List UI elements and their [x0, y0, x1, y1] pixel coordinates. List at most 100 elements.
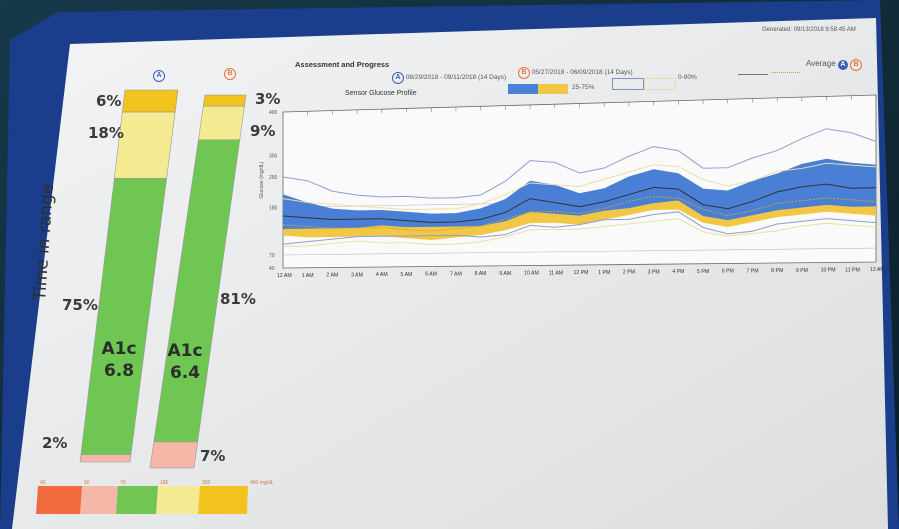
bar-a-segment-low — [79, 454, 132, 463]
x-tick-14: 2 PM — [623, 270, 635, 276]
legend-swatch-iqr-a — [508, 84, 538, 94]
scale-band-1 — [80, 486, 118, 514]
bar-a-segment-very-high — [121, 89, 179, 113]
x-tick-24: 12 AM — [870, 267, 885, 273]
bar-b-segment-low — [149, 441, 198, 469]
bar-a-in-range-pct: 75% — [62, 296, 98, 314]
bar-b-segment-high — [198, 105, 245, 141]
legend-swatch-range-b — [644, 78, 676, 90]
y-tick-250: 250 — [269, 175, 278, 181]
x-tick-17: 5 PM — [697, 269, 709, 275]
bar-b-header: B — [224, 62, 236, 80]
y-tick-70: 70 — [269, 253, 275, 259]
bar-b-a1c-value: 6.4 — [169, 363, 201, 383]
bar-b-segment-very-high — [203, 94, 247, 107]
y-tick-180: 180 — [269, 205, 278, 211]
series-a-iqr-band — [283, 158, 876, 229]
avg-a-badge: A — [837, 60, 848, 70]
x-tick-22: 10 PM — [821, 268, 836, 274]
bar-a-segment-high — [113, 111, 176, 179]
bar-a-a1c-value: 6.8 — [103, 361, 135, 381]
generated-timestamp: Generated: 09/13/2018 9:58:45 AM — [762, 27, 856, 33]
legend-swatch-iqr-b — [538, 84, 568, 94]
x-tick-23: 11 PM — [845, 267, 860, 273]
series-b-p10-line — [282, 218, 877, 247]
profile-title: Sensor Glucose Profile — [345, 90, 417, 97]
glucose-range-scale: 40 50 70 180 250 400 mg/dL — [36, 480, 274, 514]
x-tick-13: 1 PM — [598, 270, 610, 276]
y-tick-400: 400 — [269, 110, 278, 116]
series-b-median-line — [282, 195, 877, 232]
x-tick-18: 6 PM — [722, 269, 734, 275]
bar-a-header: A — [153, 64, 165, 82]
x-tick-21: 9 PM — [796, 268, 808, 274]
period-a-badge: A — [392, 72, 404, 84]
x-tick-10: 10 AM — [524, 271, 539, 277]
scale-label-0: 40 — [40, 480, 46, 486]
x-tick-15: 3 PM — [648, 269, 660, 275]
report-title: Assessment and Progress — [295, 60, 390, 69]
x-tick-19: 7 PM — [746, 268, 758, 274]
scale-band-3 — [156, 486, 200, 514]
period-a-dates: 08/29/2018 - 09/11/2018 (14 Days) — [405, 74, 507, 81]
x-tick-2: 2 AM — [326, 273, 338, 279]
x-tick-11: 11 AM — [549, 270, 563, 276]
period-a-legend: A 08/29/2018 - 09/11/2018 (14 Days) — [392, 72, 506, 84]
x-tick-6: 6 AM — [425, 272, 437, 278]
bar-b-badge: B — [224, 68, 236, 80]
scale-label-2: 70 — [120, 480, 126, 486]
x-tick-0: 12 AM — [277, 273, 292, 279]
series-a-median-line — [282, 183, 877, 223]
series-a-p90-line — [282, 128, 877, 199]
target-line-70 — [282, 247, 877, 256]
bar-a-badge: A — [153, 70, 165, 82]
bar-b-low-pct: 7% — [200, 447, 226, 465]
y-axis-label: Glucose (mg/dL) — [259, 161, 265, 198]
y-tick-40: 40 — [269, 266, 275, 272]
scale-label-4: 250 — [202, 480, 211, 486]
bar-a-low-pct: 2% — [42, 434, 68, 452]
tir-bar-b — [149, 94, 247, 469]
bar-a-very-high-pct: 6% — [96, 92, 122, 110]
scale-label-3: 180 — [160, 480, 169, 486]
period-b-dates: 05/27/2018 - 06/09/2018 (14 Days) — [531, 69, 633, 76]
x-tick-4: 4 AM — [376, 272, 388, 278]
bar-b-a1c: A1c 6.4 — [162, 340, 208, 384]
x-tick-12: 12 PM — [574, 270, 589, 276]
period-b-legend: B 05/27/2018 - 06/09/2018 (14 Days) — [518, 67, 633, 79]
bar-b-a1c-title: A1c — [167, 341, 203, 361]
bar-b-high-pct: 9% — [250, 122, 276, 140]
sensor-glucose-profile-chart: 40 70 180 250 300 400 Glucose (mg/dL) 12 AM 1 AM… — [259, 94, 885, 279]
bar-a-a1c-title: A1c — [101, 339, 137, 359]
x-tick-9: 9 AM — [499, 271, 511, 277]
x-tick-8: 8 AM — [475, 271, 487, 277]
legend-avg-line-a — [738, 74, 768, 75]
x-tick-20: 8 PM — [771, 268, 783, 274]
scale-band-2 — [116, 486, 158, 514]
legend-range-label: 0-90% — [678, 74, 697, 81]
x-tick-3: 3 AM — [351, 272, 363, 278]
bar-a-segment-in-range — [80, 178, 167, 455]
y-tick-300: 300 — [269, 153, 278, 159]
scale-band-0 — [36, 486, 82, 514]
x-tick-1: 1 AM — [302, 273, 314, 279]
bar-b-very-high-pct: 3% — [255, 90, 281, 108]
legend-iqr-label: 25-75% — [572, 84, 595, 91]
legend-avg-line-b — [772, 72, 800, 73]
scale-label-5: 400 mg/dL — [250, 480, 274, 486]
period-b-badge: B — [518, 67, 530, 79]
scale-label-1: 50 — [84, 480, 90, 486]
avg-b-badge: B — [850, 59, 863, 71]
series-b-p90-line — [282, 162, 877, 211]
bar-a-a1c: A1c 6.8 — [96, 338, 142, 382]
legend-average-label: Average A B — [806, 59, 863, 71]
legend-average-text: Average — [806, 59, 836, 68]
legend-swatch-range-a — [612, 78, 644, 90]
tir-bar-a — [79, 89, 179, 463]
x-tick-16: 4 PM — [672, 269, 684, 275]
x-tick-7: 7 AM — [450, 271, 462, 277]
scale-band-4 — [198, 486, 248, 514]
bar-b-in-range-pct: 81% — [220, 290, 256, 308]
x-tick-5: 5 AM — [401, 272, 413, 278]
